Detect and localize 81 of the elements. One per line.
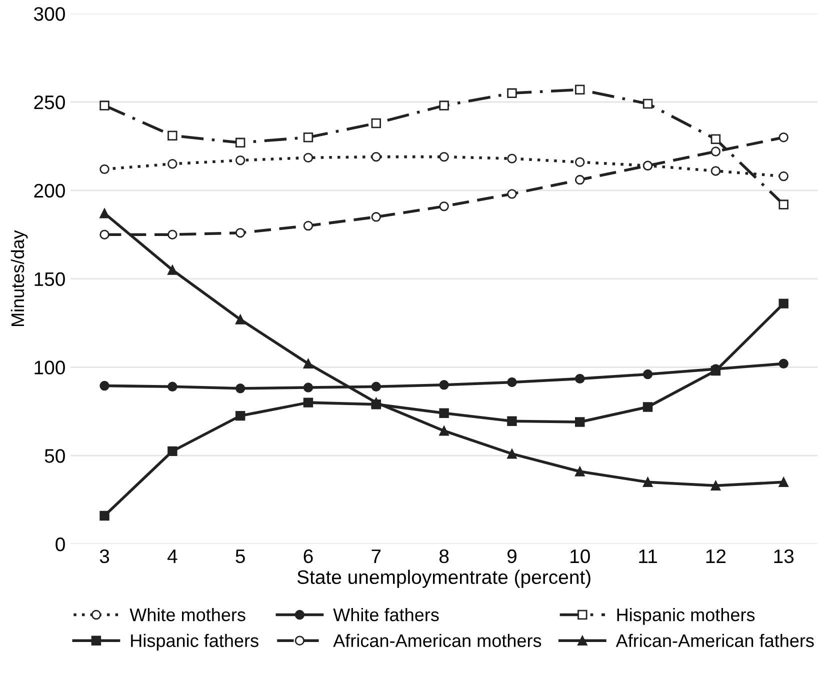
point <box>439 100 449 110</box>
point <box>439 201 449 212</box>
point <box>303 220 314 231</box>
point <box>507 448 517 459</box>
point <box>778 298 788 308</box>
point <box>778 200 788 210</box>
point <box>303 382 314 392</box>
y-tick-label: 200 <box>34 184 65 198</box>
x-axis-title: State unemploymentrate (percent) <box>297 570 590 588</box>
x-tick-label: 12 <box>706 549 726 563</box>
point <box>710 166 721 176</box>
x-tick-label: 6 <box>304 549 313 564</box>
x-tick-label: 11 <box>639 550 657 563</box>
point <box>642 402 653 412</box>
point <box>507 377 517 388</box>
y-axis-title: Minutes/day <box>10 230 28 326</box>
legend-label: White mothers <box>130 608 246 622</box>
point <box>507 88 517 98</box>
legend-label: African-American mothers <box>333 634 542 648</box>
point <box>710 480 721 491</box>
x-tick-label: 5 <box>236 550 245 564</box>
point <box>778 358 788 369</box>
point <box>100 510 110 521</box>
point <box>168 130 178 140</box>
point <box>642 477 653 487</box>
y-tick-label: 50 <box>44 449 65 463</box>
point <box>575 84 585 94</box>
point <box>168 382 178 392</box>
point <box>371 118 381 128</box>
point <box>575 174 585 185</box>
point <box>235 155 246 166</box>
point <box>575 466 585 476</box>
point <box>235 138 246 148</box>
x-tick-label: 7 <box>372 550 381 563</box>
legend-label: African-American fathers <box>616 634 814 648</box>
legend-label: Hispanic fathers <box>131 634 258 651</box>
x-tick-label: 3 <box>100 549 110 564</box>
point <box>235 410 246 421</box>
point <box>100 380 110 391</box>
point <box>575 374 585 384</box>
point <box>303 152 314 163</box>
point <box>778 477 788 487</box>
legend-label: White fathers <box>333 608 439 622</box>
point <box>710 134 721 144</box>
point <box>371 382 381 392</box>
point <box>778 132 788 142</box>
point <box>439 408 449 418</box>
point <box>168 159 178 169</box>
point <box>235 384 246 394</box>
x-tick-label: 10 <box>570 549 590 564</box>
x-tick-label: 8 <box>439 549 449 564</box>
point <box>507 189 517 199</box>
point <box>168 446 178 456</box>
point <box>575 157 585 167</box>
point <box>642 98 653 109</box>
point <box>507 154 517 164</box>
point <box>303 132 314 142</box>
point <box>439 380 449 390</box>
legend-label: Hispanic mothers <box>617 608 755 625</box>
x-tick-label: 9 <box>507 549 516 564</box>
point <box>303 358 314 369</box>
y-tick-label: 150 <box>34 272 65 286</box>
point <box>642 369 653 380</box>
point <box>100 100 110 110</box>
point <box>168 230 178 240</box>
point <box>100 230 110 240</box>
point <box>100 164 110 174</box>
point <box>168 265 178 275</box>
point <box>303 398 314 408</box>
point <box>439 426 449 436</box>
y-tick-label: 250 <box>34 95 65 110</box>
point <box>575 417 585 427</box>
point <box>235 314 246 324</box>
point <box>507 416 517 426</box>
y-tick-label: 300 <box>34 7 65 21</box>
x-tick-label: 13 <box>774 549 794 564</box>
point <box>100 208 110 218</box>
y-tick-label: 100 <box>34 360 65 374</box>
y-tick-label: 0 <box>56 537 65 552</box>
x-tick-label: 4 <box>167 550 178 563</box>
point <box>235 228 246 238</box>
